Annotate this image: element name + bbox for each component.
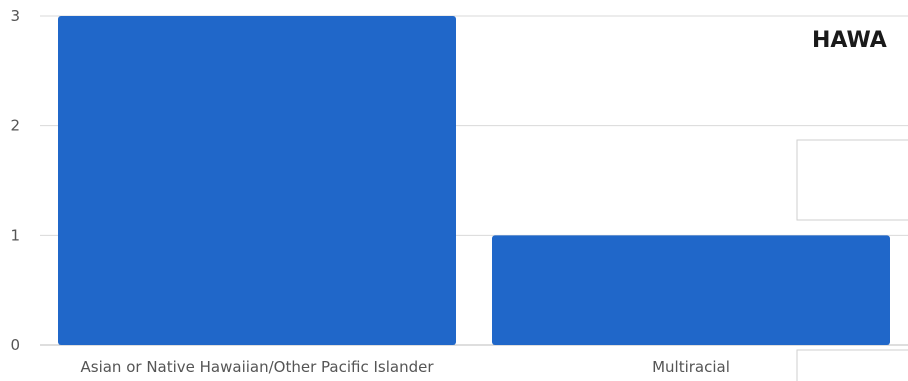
y-tick-label: 3	[10, 7, 20, 25]
y-axis-ticks: 0 1 2 3	[10, 7, 20, 354]
x-axis-labels: Asian or Native Hawaiian/Other Pacific I…	[81, 358, 730, 376]
chart-title: HAWA	[812, 28, 887, 53]
legend-box-upper	[796, 139, 908, 221]
x-category-label: Multiracial	[652, 358, 730, 376]
legend-box-lower	[796, 349, 908, 381]
y-tick-label: 1	[10, 226, 20, 244]
y-tick-label: 0	[10, 336, 20, 354]
x-category-label: Asian or Native Hawaiian/Other Pacific I…	[81, 358, 435, 376]
y-tick-label: 2	[10, 117, 20, 135]
bar[interactable]	[58, 16, 456, 345]
bars	[58, 16, 890, 345]
bar[interactable]	[492, 235, 890, 345]
